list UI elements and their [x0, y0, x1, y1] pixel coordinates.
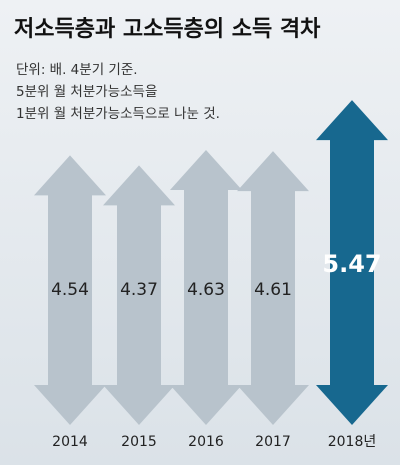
value-label: 4.61 — [254, 280, 292, 300]
chart-title: 저소득층과 고소득층의 소득 격차 — [14, 17, 321, 42]
value-label: 4.37 — [120, 280, 158, 300]
value-label: 5.47 — [322, 250, 381, 278]
subtitle: 5분위 월 처분가능소득을 — [16, 84, 157, 100]
value-label: 4.54 — [51, 280, 89, 300]
arrow-bar — [316, 100, 388, 425]
subtitle: 단위: 배. 4분기 기준. — [16, 62, 138, 78]
arrow-bar — [34, 155, 106, 425]
subtitle: 1분위 월 처분가능소득으로 나눈 것. — [16, 106, 220, 122]
arrow-bar — [237, 151, 309, 425]
x-tick-label: 2018년 — [328, 434, 377, 450]
x-tick-label: 2015 — [121, 434, 157, 450]
x-tick-label: 2014 — [52, 434, 88, 450]
value-label: 4.63 — [187, 280, 225, 300]
arrow-bar — [170, 149, 242, 425]
x-tick-label: 2017 — [255, 434, 291, 450]
arrow-bar — [103, 165, 175, 425]
x-tick-label: 2016 — [188, 434, 224, 450]
